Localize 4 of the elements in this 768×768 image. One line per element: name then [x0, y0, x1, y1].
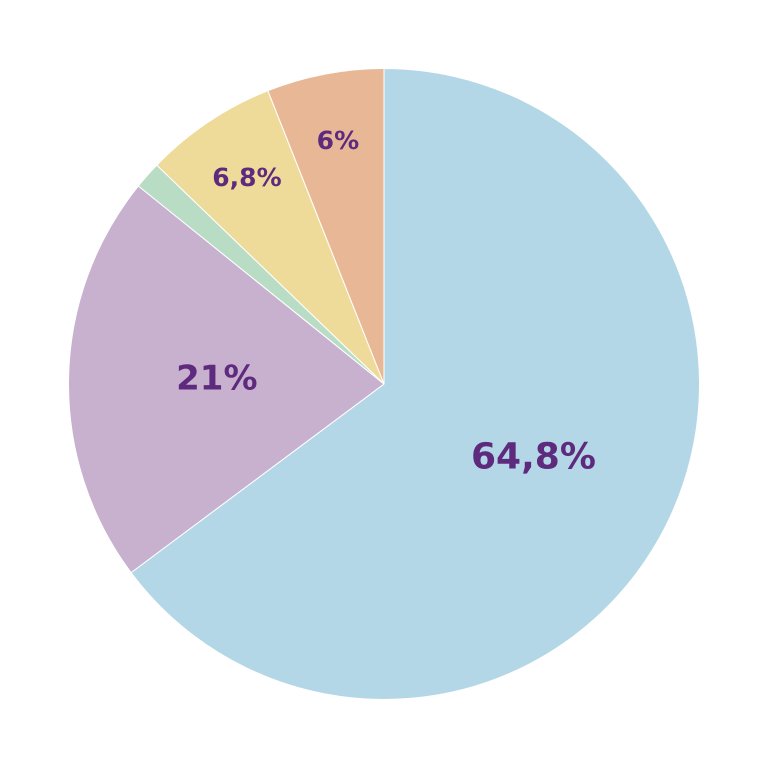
data-label: 6% [316, 126, 360, 155]
data-label: 6,8% [212, 163, 282, 192]
data-label: 21% [176, 358, 258, 399]
data-label: 64,8% [471, 436, 596, 478]
